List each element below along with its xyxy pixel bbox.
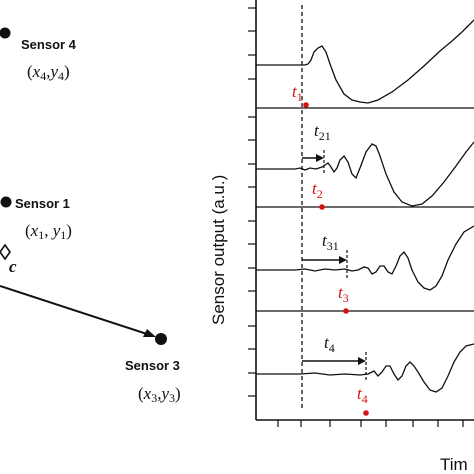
waveform-sensor-3 — [256, 225, 474, 291]
delay-t31: t31 — [302, 231, 348, 278]
propagation-arrow — [0, 285, 151, 336]
sensor-layout: Sensor 4 (x4,y4) Sensor 1 (x1, y1) c Sen… — [0, 27, 181, 405]
sensor-1-dot — [0, 196, 12, 208]
delay-t4: t4 — [302, 333, 367, 380]
waveform-sensor-4 — [256, 343, 474, 393]
sensor-1-label: Sensor 1 — [15, 196, 70, 211]
sensor-4-coord: (x4,y4) — [27, 62, 70, 83]
delay-t21: t21 — [302, 121, 331, 175]
propagation-arrowhead — [143, 329, 156, 337]
source-marker — [0, 243, 11, 261]
waveform-sensor-1 — [256, 19, 474, 104]
t3-arrival-dot — [343, 308, 349, 314]
t4-arrival-dot — [363, 410, 369, 416]
sensor-1-coord: (x1, y1) — [25, 221, 72, 242]
sensor-3-label: Sensor 3 — [125, 358, 180, 373]
x-axis-title: Tim — [440, 455, 468, 474]
t2-arrival-dot — [319, 204, 325, 210]
y-ticks — [248, 7, 256, 397]
t4-label: t4 — [357, 384, 368, 406]
waveform-sensor-2 — [256, 141, 474, 207]
t4-delay-label: t4 — [324, 333, 335, 355]
sensor-output-plots: Sensor output (a.u.) Tim — [209, 0, 474, 474]
sensor-3-dot — [155, 333, 167, 345]
t1-label: t1 — [292, 82, 303, 104]
x-ticks — [277, 420, 464, 427]
y-axis-title: Sensor output (a.u.) — [209, 175, 228, 325]
t3-label: t3 — [338, 283, 349, 305]
t2-label: t2 — [312, 179, 323, 201]
sensor-3-coord: (x3,y3) — [138, 384, 181, 405]
t1-arrival-dot — [303, 102, 309, 108]
t31-label: t31 — [322, 231, 339, 253]
sensor-4-label: Sensor 4 — [21, 37, 77, 52]
source-label: c — [9, 257, 17, 276]
t21-label: t21 — [314, 121, 331, 143]
sensor-4-dot — [0, 27, 11, 39]
